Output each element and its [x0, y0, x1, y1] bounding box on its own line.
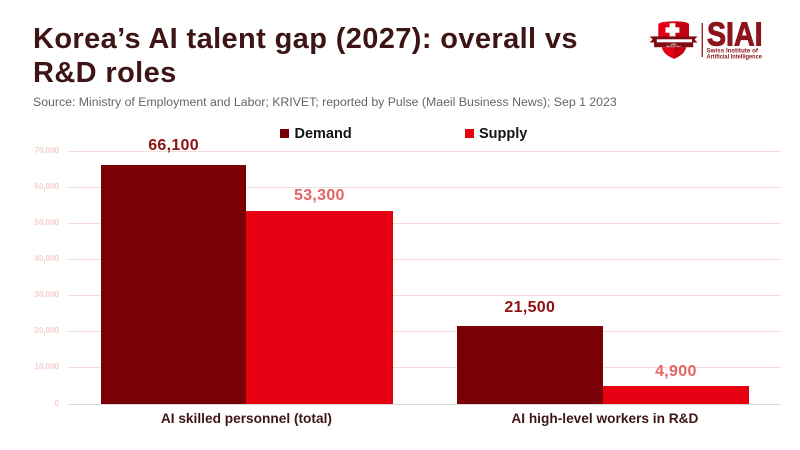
svg-text:Swiss Institute of: Swiss Institute of: [707, 47, 759, 54]
svg-text:SIAI: SIAI: [707, 18, 763, 53]
svg-text:SWISS: SWISS: [671, 44, 677, 46]
svg-text:Artificial Intelligence: Artificial Intelligence: [707, 53, 763, 60]
svg-text:INSTITUTE OF A.I.: INSTITUTE OF A.I.: [666, 45, 681, 48]
